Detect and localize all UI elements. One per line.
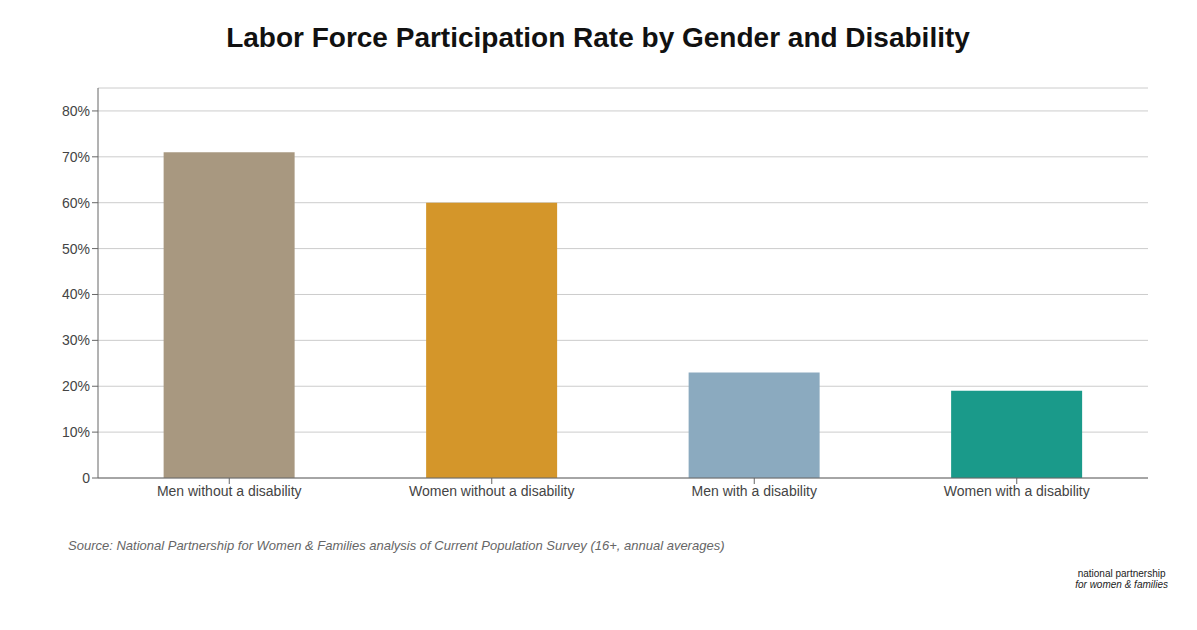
svg-text:60%: 60% (62, 195, 90, 211)
svg-text:70%: 70% (62, 149, 90, 165)
svg-text:80%: 80% (62, 103, 90, 119)
svg-text:Women without a disability: Women without a disability (409, 483, 574, 499)
svg-text:Men with a disability: Men with a disability (692, 483, 817, 499)
html-text:Labor Force Participation Rate: Labor Force Participation Rate by Gender… (226, 22, 970, 53)
svg-text:20%: 20% (62, 378, 90, 394)
svg-text:10%: 10% (62, 424, 90, 440)
svg-text:40%: 40% (62, 286, 90, 302)
svg-text:30%: 30% (62, 332, 90, 348)
svg-text:50%: 50% (62, 241, 90, 257)
html-text:national partnership: national partnership (1077, 568, 1166, 579)
svg-text:Men without a disability: Men without a disability (157, 483, 302, 499)
html-text:for women & families: for women & families (1075, 579, 1168, 590)
html-text:Source: National Partnership f: Source: National Partnership for Women &… (68, 538, 725, 553)
svg-text:Women with a disability: Women with a disability (944, 483, 1090, 499)
svg-text:0: 0 (82, 470, 90, 486)
